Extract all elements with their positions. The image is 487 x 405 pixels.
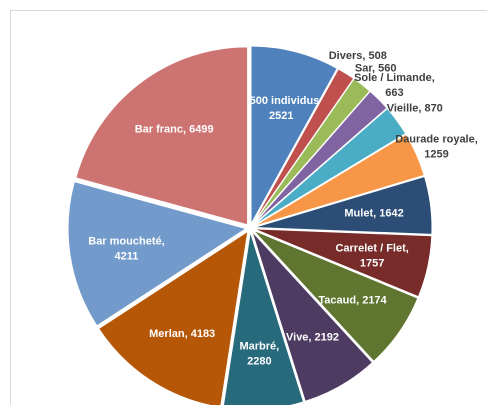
data-label-line: Marbré, <box>239 341 279 353</box>
data-label-line: Sole / Limande, <box>354 72 435 84</box>
pie-slice <box>253 228 433 298</box>
data-label: Sole / Limande, 663 <box>354 72 435 99</box>
pie-slice <box>252 107 407 227</box>
pie-slice <box>222 231 305 405</box>
data-label: Mulet, 1642 <box>344 207 403 219</box>
data-label-line: Daurade royale, <box>395 133 478 145</box>
data-label: Daurade royale, 1259 <box>395 133 478 160</box>
data-label-line: 4211 <box>115 250 139 262</box>
data-label-line: Vive, 2192 <box>286 331 339 343</box>
data-label: Vive, 2192 <box>286 331 339 343</box>
data-label: Divers, 508 <box>329 50 387 62</box>
data-label-line: Mulet, 1642 <box>344 207 403 219</box>
data-label-line: Merlan, 4183 <box>149 328 215 340</box>
data-label-line: Carrelet / Flet, <box>335 243 408 255</box>
data-label: Tacaud, 2174 <box>318 295 387 307</box>
pie-slice <box>251 231 374 402</box>
data-label-line: 663 <box>385 87 403 99</box>
data-label-line: Bar moucheté, <box>88 235 164 247</box>
pie-slice <box>75 46 249 226</box>
data-label: Carrelet / Flet, 1757 <box>335 243 408 270</box>
data-label-line: Tacaud, 2174 <box>318 295 387 307</box>
data-label-line: 2521 <box>269 110 293 122</box>
data-label: Vieille, 870 <box>387 103 443 115</box>
pie-slice <box>252 90 388 226</box>
data-label: Sar, 560 <box>355 62 397 74</box>
data-label: < 500 individus, 2521 <box>240 95 322 122</box>
pie-slice <box>252 229 419 363</box>
data-label-line: Bar franc, 6499 <box>135 124 214 136</box>
data-label-line: 2280 <box>247 356 271 368</box>
pie-slice <box>98 230 249 405</box>
pie-slice <box>253 175 433 235</box>
pie-slice <box>253 133 425 227</box>
data-label-line: Sar, 560 <box>355 62 397 74</box>
data-label-line: 1259 <box>424 148 448 160</box>
data-label-line: Divers, 508 <box>329 50 387 62</box>
data-label-line: 1757 <box>360 258 384 270</box>
pie-slice <box>250 45 338 227</box>
data-label: Bar moucheté, 4211 <box>88 235 164 262</box>
data-label: Marbré, 2280 <box>239 341 279 368</box>
data-label: Merlan, 4183 <box>149 328 215 340</box>
data-label-line: < 500 individus, <box>240 95 322 107</box>
data-label-line: Vieille, 870 <box>387 103 443 115</box>
pie-slice <box>67 181 248 327</box>
data-label: Bar franc, 6499 <box>135 124 214 136</box>
